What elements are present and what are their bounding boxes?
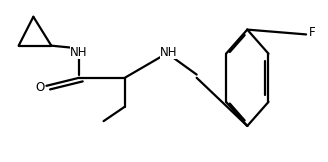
Text: F: F — [309, 26, 316, 39]
Text: NH: NH — [160, 46, 178, 59]
Text: O: O — [35, 81, 45, 94]
Text: NH: NH — [70, 46, 88, 59]
